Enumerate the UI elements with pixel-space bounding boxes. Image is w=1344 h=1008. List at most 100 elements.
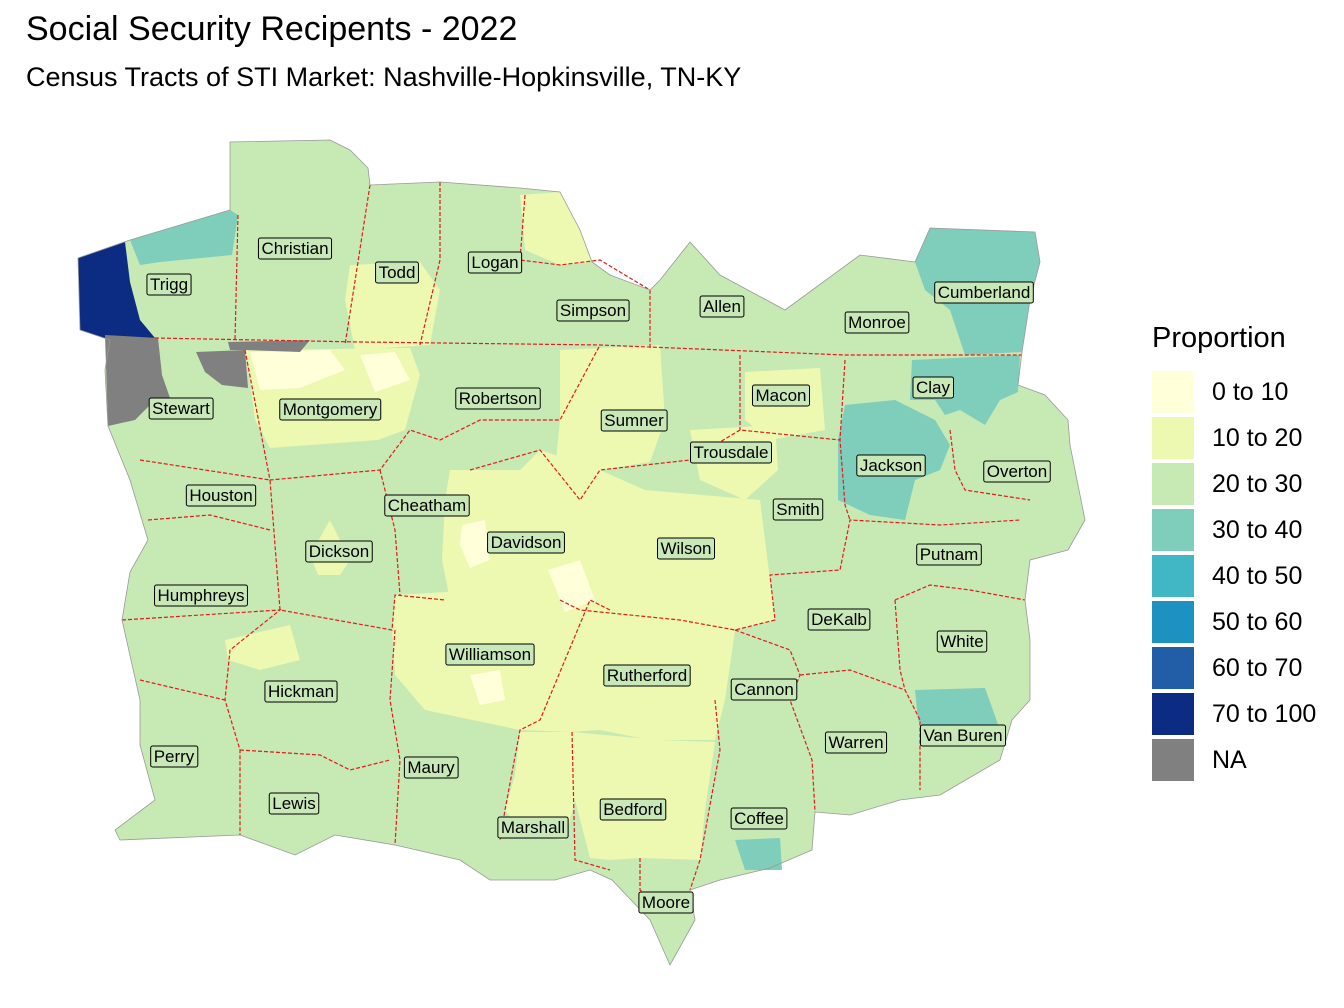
county-label-box [730, 678, 798, 701]
county-label-marshall: Marshall [497, 816, 569, 839]
area-30-40-trigg [130, 210, 238, 265]
legend-item: 40 to 50 [1152, 553, 1316, 599]
county-name: Todd [379, 263, 416, 282]
county-name: Perry [154, 747, 195, 766]
county-label-box [690, 441, 772, 464]
county-label-box [772, 498, 824, 521]
map-title: Social Security Recipents - 2022 [26, 10, 518, 48]
county-name: Rutherford [607, 666, 687, 685]
county-label-bedford: Bedford [599, 798, 667, 821]
county-label-box [556, 299, 630, 322]
area-na-fort-campbell [196, 350, 248, 388]
county-label-houston: Houston [185, 484, 257, 507]
county-name: Coffee [734, 809, 784, 828]
county-name: Logan [471, 253, 518, 272]
county-label-putnam: Putnam [916, 543, 982, 566]
county-name: Montgomery [283, 400, 378, 419]
county-label-box [268, 792, 320, 815]
county-label-trigg: Trigg [146, 273, 192, 296]
county-name: Marshall [501, 818, 565, 837]
county-name: Overton [987, 462, 1047, 481]
county-name: Bedford [603, 800, 663, 819]
county-label-rutherford: Rutherford [603, 664, 691, 687]
county-label-box [599, 798, 667, 821]
county-label-box [730, 807, 788, 830]
county-label-monroe: Monroe [844, 311, 910, 334]
legend-label: 20 to 30 [1212, 469, 1303, 498]
county-label-van-buren: Van Buren [919, 724, 1007, 747]
area-0-10-davidson [460, 520, 490, 568]
county-label-cumberland: Cumberland [934, 281, 1034, 304]
legend-swatch [1152, 693, 1194, 735]
county-label-box [916, 543, 982, 566]
county-name: Dickson [309, 542, 369, 561]
choropleth-map: Trigg Christian Todd Logan Simpson Allen Monro… [77, 139, 1086, 966]
county-label-smith: Smith [772, 498, 824, 521]
county-name: Monroe [848, 313, 906, 332]
legend-swatch [1152, 371, 1194, 413]
county-label-box [912, 376, 955, 399]
county-name: Macon [755, 386, 806, 405]
map-subtitle: Census Tracts of STI Market: Nashville-H… [26, 62, 742, 92]
county-label-box [264, 680, 338, 703]
county-label-box [384, 494, 470, 517]
county-name: Maury [407, 758, 455, 777]
county-label-white: White [936, 630, 988, 653]
county-label-box [185, 484, 257, 507]
area-0-10-davidson-south [548, 560, 595, 612]
county-label-box [445, 643, 535, 666]
county-label-humphreys: Humphreys [154, 584, 248, 607]
county-label-jackson: Jackson [856, 454, 926, 477]
county-label-coffee: Coffee [730, 807, 788, 830]
area-10-20-todd [345, 262, 440, 350]
county-label-hickman: Hickman [264, 680, 338, 703]
county-label-box [983, 460, 1051, 483]
area-10-20-bedford [572, 732, 715, 860]
county-label-box [936, 630, 988, 653]
legend: Proportion 0 to 10 10 to 20 20 to 30 30 to … [1152, 322, 1316, 783]
county-label-box [638, 891, 694, 914]
legend-item: 60 to 70 [1152, 645, 1316, 691]
county-label-stewart: Stewart [148, 397, 214, 420]
county-label-box [455, 387, 541, 410]
county-label-box [807, 608, 871, 631]
legend-item: 0 to 10 [1152, 369, 1316, 415]
county-name: Moore [642, 893, 690, 912]
county-label-box [603, 664, 691, 687]
legend-label: 40 to 50 [1212, 561, 1303, 590]
legend-title: Proportion [1152, 322, 1286, 354]
county-name: Lewis [272, 794, 315, 813]
county-name: DeKalb [811, 610, 867, 629]
legend-label: 30 to 40 [1212, 515, 1303, 544]
legend-swatch [1152, 417, 1194, 459]
county-name: Stewart [152, 399, 210, 418]
county-name: Robertson [459, 389, 537, 408]
legend-label: 0 to 10 [1212, 377, 1289, 406]
county-name: Clay [916, 378, 951, 397]
county-label-box [375, 261, 419, 284]
legend-swatch [1152, 509, 1194, 551]
county-label-box [751, 384, 811, 407]
county-name: Jackson [860, 456, 922, 475]
legend-swatch [1152, 601, 1194, 643]
county-label-box [154, 584, 248, 607]
county-label-moore: Moore [638, 891, 694, 914]
legend-swatch [1152, 647, 1194, 689]
legend-label: 60 to 70 [1212, 653, 1303, 682]
county-name: Christian [261, 239, 328, 258]
county-label-box [150, 745, 199, 768]
area-0-10-montgomery [250, 350, 345, 390]
county-label-box [279, 398, 382, 421]
county-label-allen: Allen [699, 295, 745, 318]
county-label-box [467, 251, 523, 274]
county-label-box [148, 397, 214, 420]
county-label-box [824, 731, 888, 754]
county-name: Trousdale [694, 443, 769, 462]
area-30-40-coffee [735, 838, 782, 870]
county-label-box [600, 409, 668, 432]
county-name: Allen [703, 297, 741, 316]
legend-swatch [1152, 555, 1194, 597]
county-name: Smith [776, 500, 819, 519]
county-label-box [497, 816, 569, 839]
area-0-10-montgomery-east [360, 352, 410, 392]
